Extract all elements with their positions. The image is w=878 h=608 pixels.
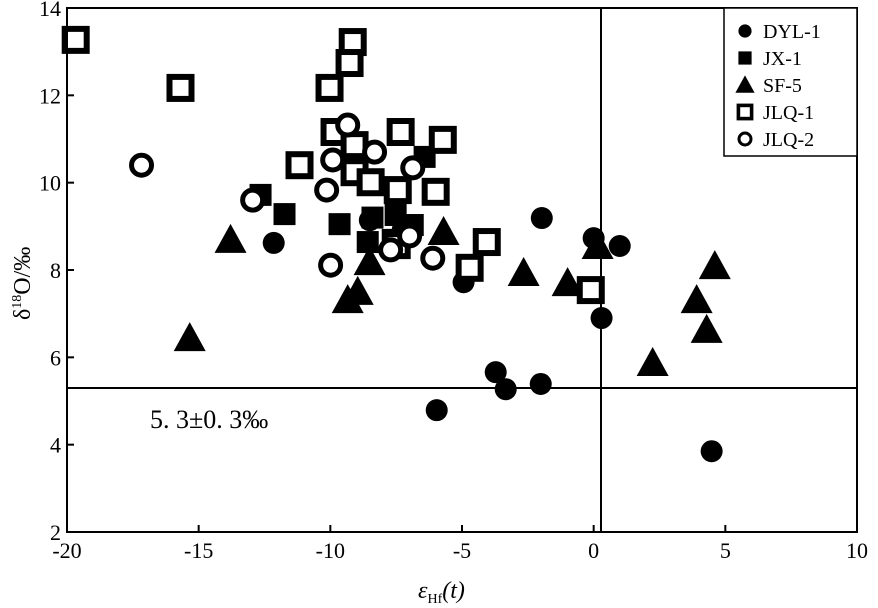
point-jlq-2-6	[362, 139, 388, 165]
point-jlq-1-17	[576, 276, 605, 305]
point-dyl-1-10	[529, 372, 552, 395]
y-axis-label: δ18O/‰	[10, 247, 36, 320]
point-jlq-1-15	[472, 228, 501, 257]
legend-marker-sf-5	[735, 75, 755, 93]
x-tick-label: 10	[846, 538, 868, 563]
point-jlq-1-1	[166, 73, 195, 102]
legend-marker-jlq-1	[736, 103, 754, 121]
point-jlq-2-8	[397, 223, 423, 249]
x-axis-label: εHf(t)	[418, 578, 465, 607]
point-jlq-1-13	[421, 177, 450, 206]
point-jlq-2-4	[335, 112, 361, 138]
point-sf-5-8	[581, 229, 614, 259]
point-jlq-2-5	[320, 147, 346, 173]
y-tick-label: 2	[50, 520, 61, 545]
point-sf-5-0	[173, 322, 206, 352]
point-jx-1-3	[356, 231, 379, 254]
legend-marker-dyl-1	[738, 24, 752, 38]
point-jlq-2-3	[318, 252, 344, 278]
point-sf-5-3	[341, 275, 374, 305]
y-tick-label: 12	[39, 83, 61, 108]
x-tick-label: -20	[52, 538, 81, 563]
point-dyl-1-4	[530, 207, 553, 230]
y-tick-label: 4	[50, 433, 61, 458]
x-tick-label: 0	[588, 538, 599, 563]
point-sf-5-6	[507, 257, 540, 287]
point-jx-1-1	[273, 203, 296, 226]
point-sf-5-9	[636, 347, 669, 377]
legend-marker-jx-1	[738, 51, 752, 65]
point-dyl-1-8	[484, 361, 507, 384]
point-sf-5-4	[353, 246, 386, 276]
data-points	[61, 25, 731, 463]
point-jlq-1-16	[455, 253, 484, 282]
point-jlq-1-3	[335, 49, 364, 78]
point-jlq-1-12	[383, 176, 412, 205]
point-jlq-1-0	[61, 25, 90, 54]
annotation-mantle-value: 5. 3±0. 3‰	[150, 405, 268, 434]
point-dyl-1-12	[700, 440, 723, 463]
point-dyl-1-9	[494, 378, 517, 401]
point-jlq-1-4	[315, 73, 344, 102]
legend-label-sf-5: SF-5	[763, 75, 802, 97]
legend-label-jx-1: JX-1	[763, 48, 802, 70]
point-dyl-1-6	[608, 234, 631, 257]
y-tick-label: 6	[50, 345, 61, 370]
point-jlq-2-10	[378, 237, 404, 263]
point-jlq-2-0	[129, 152, 155, 178]
legend-marker-jlq-2	[737, 131, 753, 147]
point-jlq-2-2	[314, 177, 340, 203]
y-tick-label: 14	[39, 0, 61, 21]
point-jx-1-8	[361, 206, 384, 229]
point-sf-5-12	[698, 250, 731, 280]
point-dyl-1-11	[425, 399, 448, 422]
legend-label-dyl-1: DYL-1	[763, 21, 821, 43]
axis-ticks: -20 -15 -10 -5 0 5 10 2 4 6 8 10 12 14	[39, 0, 868, 563]
point-jlq-2-1	[240, 187, 266, 213]
point-dyl-1-0	[262, 231, 285, 254]
legend: DYL-1 JX-1 SF-5 JLQ-1 JLQ-2	[723, 7, 858, 157]
legend-label-jlq-2: JLQ-2	[763, 129, 814, 151]
point-sf-5-10	[680, 284, 713, 314]
point-sf-5-5	[427, 216, 460, 246]
x-tick-label: 5	[720, 538, 731, 563]
point-jlq-1-11	[356, 168, 385, 197]
point-jx-1-5	[384, 203, 407, 226]
point-jlq-1-8	[386, 118, 415, 147]
x-tick-label: -15	[184, 538, 213, 563]
point-sf-5-1	[214, 223, 247, 253]
x-tick-label: -10	[316, 538, 345, 563]
point-jlq-1-7	[285, 151, 314, 180]
legend-label-jlq-1: JLQ-1	[763, 102, 814, 124]
point-jx-1-2	[328, 213, 351, 236]
x-tick-label: -5	[453, 538, 471, 563]
point-sf-5-7	[551, 267, 584, 297]
y-tick-label: 8	[50, 258, 61, 283]
point-jlq-1-9	[428, 125, 457, 154]
point-sf-5-11	[690, 313, 723, 343]
y-tick-label: 10	[39, 171, 61, 196]
point-jlq-2-9	[420, 245, 446, 271]
point-jlq-2-7	[400, 155, 426, 181]
